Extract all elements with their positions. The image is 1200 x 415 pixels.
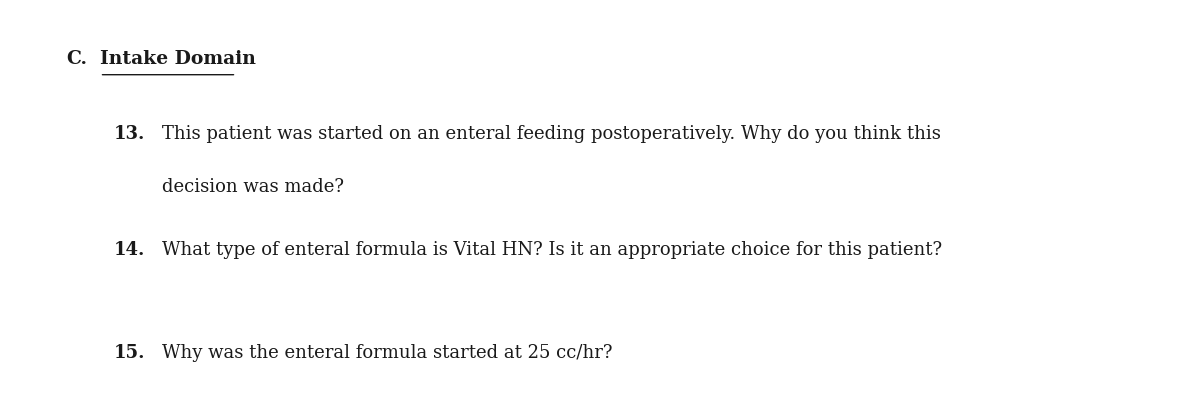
Text: What type of enteral formula is Vital HN? Is it an appropriate choice for this p: What type of enteral formula is Vital HN… (162, 241, 942, 259)
Text: 13.: 13. (114, 124, 145, 142)
Text: C.: C. (66, 50, 88, 68)
Text: decision was made?: decision was made? (162, 178, 344, 196)
Text: 14.: 14. (114, 241, 145, 259)
Text: This patient was started on an enteral feeding postoperatively. Why do you think: This patient was started on an enteral f… (162, 124, 941, 142)
Text: 15.: 15. (114, 344, 145, 362)
Text: Why was the enteral formula started at 25 cc/hr?: Why was the enteral formula started at 2… (162, 344, 612, 362)
Text: Intake Domain: Intake Domain (100, 50, 256, 68)
